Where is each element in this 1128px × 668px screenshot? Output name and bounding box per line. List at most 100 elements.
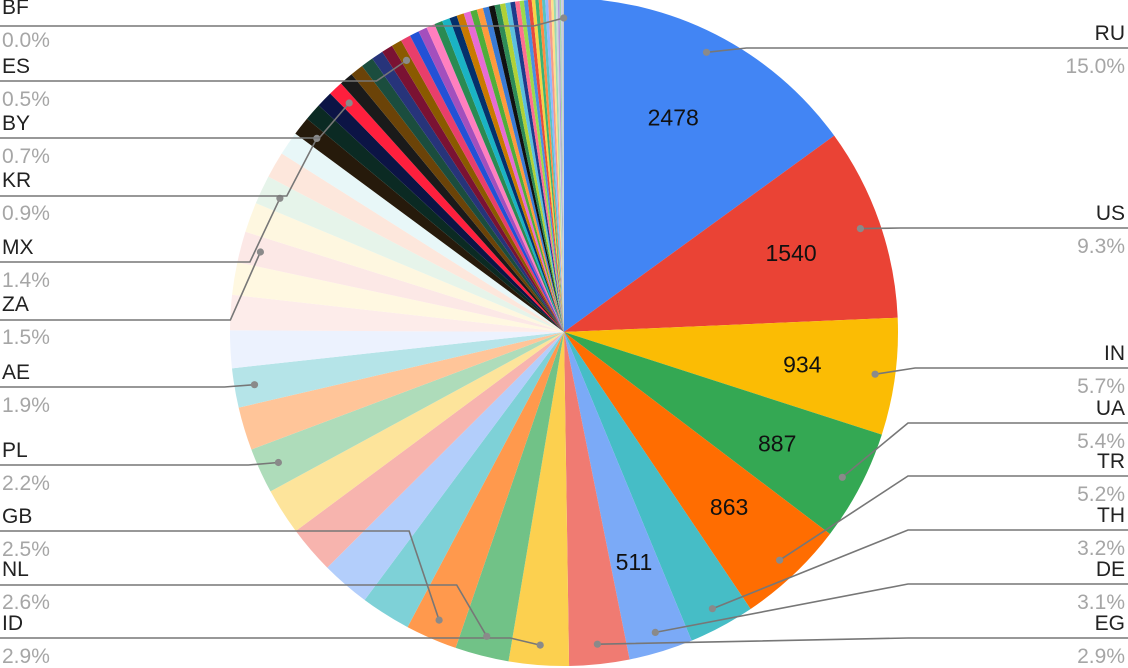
callout-dot-by [345, 99, 353, 107]
callout-name-eg: EG [1095, 612, 1125, 635]
callout-name-id: ID [2, 612, 23, 635]
pie-slice-other-27 [306, 105, 564, 332]
callout-name-kr: KR [2, 169, 31, 192]
callout-line-ua [841, 422, 1128, 478]
callout-dot-de [651, 628, 659, 637]
pie-slice-other-44 [463, 11, 564, 332]
callout-name-pl: PL [2, 439, 28, 462]
pie-slice-other-42 [449, 15, 564, 332]
pie-slice-other-55 [523, 0, 564, 332]
callout-name-tr: TR [1097, 450, 1125, 473]
callout-pct-nl: 2.6% [2, 591, 50, 614]
callout-line-ae [0, 383, 255, 388]
slice-value-ua: 887 [758, 430, 796, 456]
pie-slice-in [564, 317, 898, 435]
pie-slice-mx [255, 176, 565, 332]
pie-slice-other-39 [426, 24, 564, 332]
callout-dot-gb [435, 616, 443, 624]
callout-name-ua: UA [1096, 397, 1125, 420]
slice-value-de: 511 [616, 549, 653, 575]
slice-value-ru: 2478 [648, 105, 699, 131]
pie-slice-other-54 [519, 0, 564, 332]
callout-dot-ua [838, 473, 846, 481]
callout-pct-de: 3.1% [1077, 591, 1125, 614]
pie-slice-other-11 [364, 332, 564, 628]
callout-line-pl [0, 461, 279, 466]
pie-slice-other-34 [382, 45, 564, 332]
callout-dot-id [536, 641, 544, 649]
pie-slice-other-56 [527, 0, 564, 332]
pie-slice-gb [407, 332, 564, 648]
callout-pct-tr: 5.2% [1077, 483, 1125, 506]
pie-slice-kr [295, 118, 564, 332]
pie-slice-other-67 [559, 0, 564, 332]
pie-slice-other-63 [550, 0, 564, 332]
callout-name-in: IN [1104, 342, 1125, 365]
callout-line-in [874, 367, 1128, 375]
pie-slice-other-24 [268, 153, 564, 332]
callout-pct-th: 3.2% [1077, 537, 1125, 560]
callout-line-es [0, 59, 407, 82]
callout-name-us: US [1096, 202, 1125, 225]
callout-line-mx [0, 197, 281, 263]
callout-pct-pl: 2.2% [2, 472, 50, 495]
pie-slice-other-43 [456, 13, 564, 332]
callout-dot-bf [560, 14, 568, 22]
pie-slice-other-64 [553, 0, 564, 332]
pie-slice-other-18 [229, 330, 564, 369]
pie-slice-other-50 [500, 3, 564, 333]
callout-pct-gb: 2.5% [2, 538, 50, 561]
pie-slice-es [391, 40, 564, 332]
pie-slice-other-68 [561, 0, 564, 332]
pie-slice-other-59 [538, 0, 564, 332]
callout-dot-nl [483, 632, 491, 640]
callout-name-es: ES [2, 55, 30, 78]
slice-value-us: 1540 [766, 240, 817, 266]
callout-pct-kr: 0.9% [2, 202, 50, 225]
callout-line-by [0, 102, 350, 139]
callout-line-tr [779, 475, 1128, 561]
callout-pct-in: 5.7% [1077, 375, 1125, 398]
callout-line-th [712, 529, 1128, 610]
callout-pct-us: 9.3% [1077, 235, 1125, 258]
callout-line-gb [0, 530, 440, 621]
callout-pct-es: 0.5% [2, 88, 50, 111]
callout-pct-by: 0.7% [2, 145, 50, 168]
pie-slice-ua [564, 332, 882, 535]
callout-name-ru: RU [1095, 22, 1125, 45]
callout-dot-ru [702, 48, 711, 56]
callout-pct-id: 2.9% [2, 645, 50, 668]
pie-slices [229, 0, 898, 666]
slice-value-labels: 2478 1540 934 887 863 511 [616, 105, 822, 575]
callout-line-kr [0, 138, 318, 197]
callout-dot-pl [274, 458, 282, 467]
callout-line-id [0, 637, 541, 646]
callout-dot-es [402, 56, 411, 64]
callout-pct-ru: 15.0% [1065, 55, 1125, 78]
pie-slice-other-45 [470, 9, 564, 332]
callout-dot-ae [250, 381, 259, 389]
pie-slice-other-40 [434, 21, 564, 333]
pie-slice-other-25 [281, 133, 564, 332]
callout-name-ae: AE [2, 361, 30, 384]
pie-slice-other-57 [531, 0, 564, 332]
callout-name-za: ZA [2, 293, 29, 316]
pie-slice-id [508, 332, 570, 666]
pie-slice-ae [231, 332, 565, 408]
callout-line-nl [0, 584, 488, 637]
pie-slice-other-38 [418, 27, 564, 333]
pie-slice-other-37 [410, 31, 564, 333]
pie-slice-other-47 [482, 6, 564, 332]
callout-line-eg [597, 637, 1128, 645]
callout-line-bf [0, 17, 564, 27]
pie-slice-other-22 [245, 203, 564, 332]
callout-pct-eg: 2.9% [1077, 645, 1125, 668]
pie-slice-nl [455, 332, 564, 662]
callout-name-de: DE [1096, 558, 1125, 581]
pie-slice-pl [251, 332, 565, 492]
callout-dot-in [871, 370, 879, 378]
pie-slice-other-62 [548, 0, 564, 332]
callout-name-gb: GB [2, 505, 32, 528]
callout-name-th: TH [1097, 504, 1125, 527]
callout-pct-bf: 0.0% [2, 29, 50, 52]
